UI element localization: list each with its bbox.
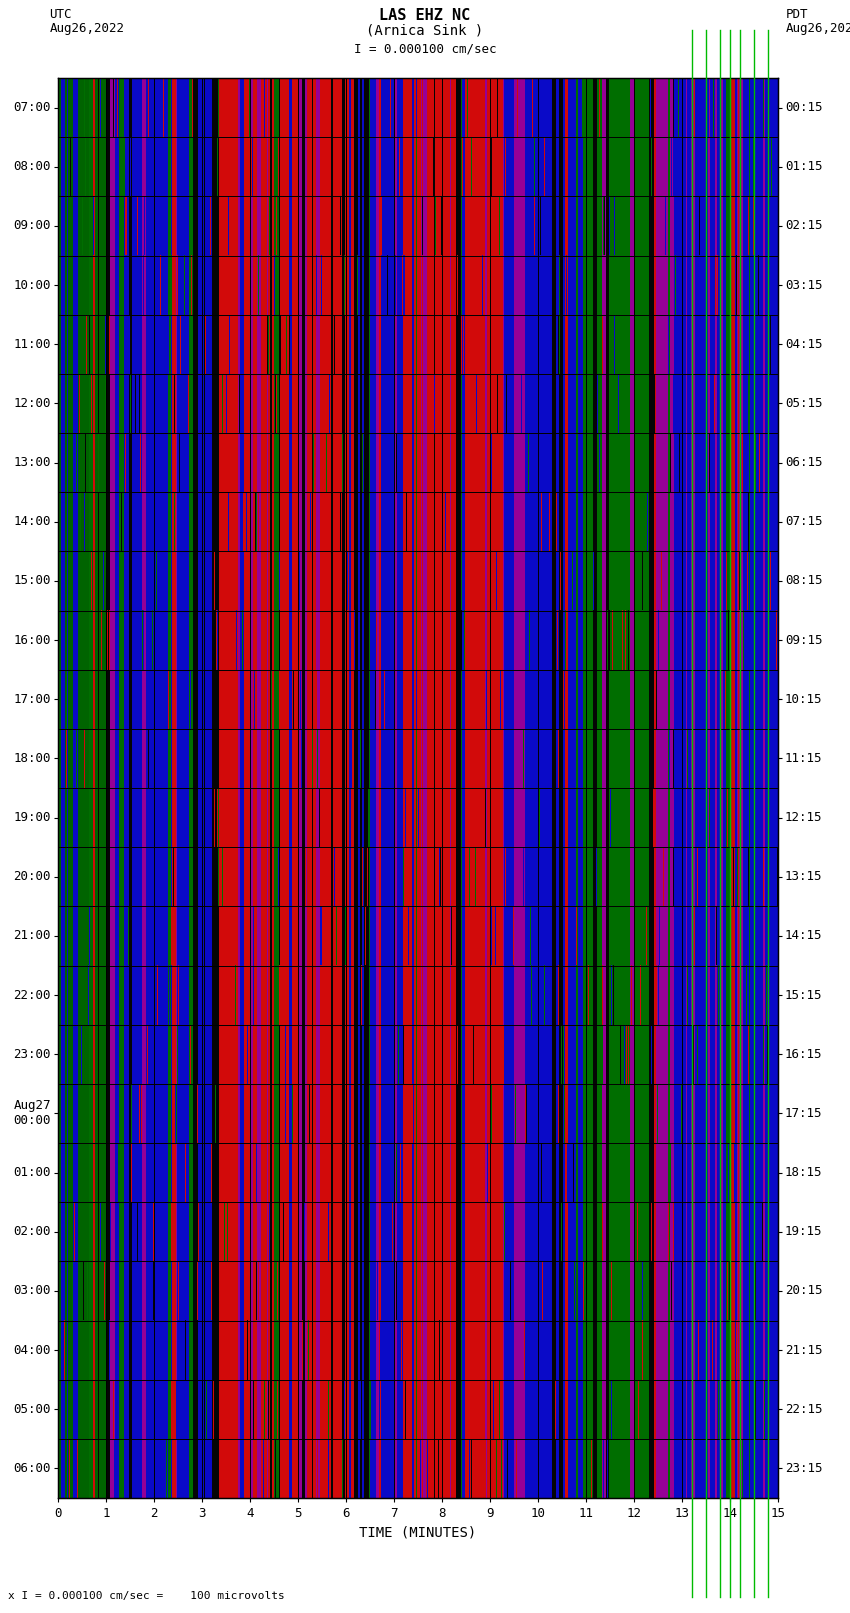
Text: (Arnica Sink ): (Arnica Sink ) bbox=[366, 24, 484, 39]
Text: x I = 0.000100 cm/sec =    100 microvolts: x I = 0.000100 cm/sec = 100 microvolts bbox=[8, 1590, 286, 1602]
Text: UTC: UTC bbox=[49, 8, 72, 21]
Text: I = 0.000100 cm/sec: I = 0.000100 cm/sec bbox=[354, 42, 496, 55]
Text: PDT: PDT bbox=[786, 8, 808, 21]
Text: LAS EHZ NC: LAS EHZ NC bbox=[379, 8, 471, 23]
X-axis label: TIME (MINUTES): TIME (MINUTES) bbox=[360, 1526, 477, 1539]
Text: Aug26,2022: Aug26,2022 bbox=[49, 23, 124, 35]
Text: Aug26,2022: Aug26,2022 bbox=[786, 23, 850, 35]
